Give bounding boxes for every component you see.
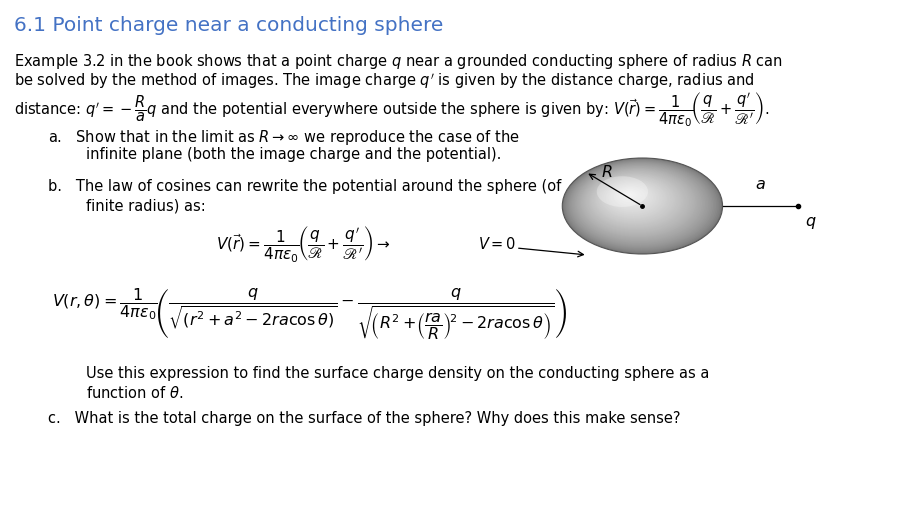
Text: $V(r,\theta) = \dfrac{1}{4\pi\epsilon_0}\!\left(\dfrac{q}{\sqrt{(r^2+a^2-2ra\cos: $V(r,\theta) = \dfrac{1}{4\pi\epsilon_0}…: [52, 287, 568, 342]
Text: $R$: $R$: [601, 164, 612, 180]
Circle shape: [574, 165, 705, 243]
Circle shape: [582, 169, 694, 236]
Circle shape: [578, 167, 701, 240]
Circle shape: [617, 188, 644, 204]
Circle shape: [596, 177, 673, 223]
Circle shape: [614, 186, 649, 207]
Circle shape: [613, 185, 650, 208]
Circle shape: [584, 170, 691, 234]
Circle shape: [625, 192, 633, 197]
Circle shape: [612, 185, 651, 209]
Circle shape: [618, 188, 642, 203]
Text: infinite plane (both the image charge and the potential).: infinite plane (both the image charge an…: [86, 147, 501, 162]
Circle shape: [601, 179, 668, 219]
Circle shape: [580, 168, 697, 238]
Circle shape: [624, 192, 634, 198]
Circle shape: [585, 171, 690, 233]
Circle shape: [610, 184, 653, 210]
Circle shape: [591, 174, 682, 228]
Circle shape: [567, 161, 716, 250]
Circle shape: [597, 177, 672, 222]
Circle shape: [616, 187, 645, 205]
Circle shape: [593, 175, 679, 226]
Circle shape: [627, 194, 629, 195]
Circle shape: [595, 176, 675, 224]
Circle shape: [581, 168, 696, 237]
Circle shape: [599, 178, 669, 220]
Text: c.   What is the total charge on the surface of the sphere? Why does this make s: c. What is the total charge on the surfa…: [48, 410, 681, 426]
Text: $V=0$: $V=0$: [478, 236, 517, 252]
Circle shape: [621, 190, 638, 200]
Circle shape: [603, 180, 664, 217]
Circle shape: [598, 178, 671, 221]
Circle shape: [608, 183, 657, 212]
Circle shape: [583, 169, 692, 235]
Circle shape: [570, 162, 712, 247]
Circle shape: [564, 159, 719, 252]
Text: $V(\vec{r}) = \dfrac{1}{4\pi\epsilon_0}\!\left(\dfrac{q}{\mathscr{R}}+\dfrac{q'}: $V(\vec{r}) = \dfrac{1}{4\pi\epsilon_0}\…: [216, 225, 391, 265]
Text: 6.1 Point charge near a conducting sphere: 6.1 Point charge near a conducting spher…: [14, 16, 443, 35]
Text: function of $\theta$.: function of $\theta$.: [86, 386, 183, 401]
Circle shape: [626, 193, 631, 196]
Circle shape: [615, 187, 647, 206]
Circle shape: [602, 180, 666, 218]
Text: b.   The law of cosines can rewrite the potential around the sphere (of: b. The law of cosines can rewrite the po…: [48, 179, 561, 194]
Text: $q$: $q$: [805, 215, 817, 231]
Circle shape: [586, 171, 688, 232]
Text: a.   Show that in the limit as $R \rightarrow \infty$ we reproduce the case of t: a. Show that in the limit as $R \rightar…: [48, 128, 519, 147]
Circle shape: [587, 172, 686, 231]
Circle shape: [590, 173, 683, 229]
Circle shape: [571, 163, 710, 246]
Circle shape: [596, 176, 648, 207]
Circle shape: [619, 189, 640, 202]
Circle shape: [594, 175, 677, 225]
Circle shape: [605, 181, 661, 215]
Circle shape: [569, 162, 713, 248]
Circle shape: [575, 165, 703, 242]
Circle shape: [565, 160, 718, 251]
Circle shape: [589, 172, 685, 230]
Circle shape: [592, 174, 680, 227]
Circle shape: [576, 166, 702, 241]
Text: $a$: $a$: [755, 177, 766, 192]
Text: Use this expression to find the surface charge density on the conducting sphere : Use this expression to find the surface …: [86, 366, 709, 381]
Text: distance: $q' = -\dfrac{R}{a}q$ and the potential everywhere outside the sphere : distance: $q' = -\dfrac{R}{a}q$ and the …: [14, 90, 769, 129]
Circle shape: [572, 164, 708, 245]
Circle shape: [562, 158, 723, 254]
Circle shape: [579, 167, 699, 239]
Circle shape: [609, 184, 655, 211]
Circle shape: [573, 164, 707, 244]
Text: finite radius) as:: finite radius) as:: [86, 199, 205, 213]
Circle shape: [606, 182, 660, 214]
Text: be solved by the method of images. The image charge $q'$ is given by the distanc: be solved by the method of images. The i…: [14, 71, 755, 91]
Circle shape: [563, 158, 721, 253]
Text: Example 3.2 in the book shows that a point charge $q$ near a grounded conducting: Example 3.2 in the book shows that a poi…: [14, 52, 783, 71]
Circle shape: [568, 161, 714, 249]
Circle shape: [604, 181, 662, 216]
Circle shape: [623, 191, 636, 199]
Circle shape: [620, 190, 639, 201]
Circle shape: [607, 182, 658, 213]
